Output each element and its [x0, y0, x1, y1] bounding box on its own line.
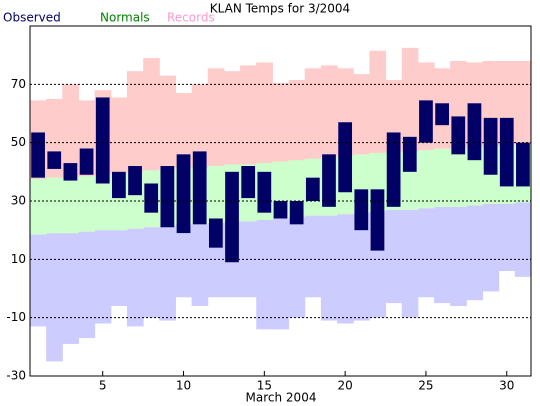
normal-band: [434, 148, 451, 207]
record-low-band: [288, 217, 306, 318]
y-tick-label: 30: [11, 194, 26, 208]
record-low-band: [417, 208, 435, 298]
record-low-band: [191, 224, 209, 306]
record-low-band: [240, 221, 257, 298]
record-low-band: [126, 228, 144, 327]
record-low-band: [320, 215, 338, 321]
record-low-band: [272, 218, 290, 330]
observed-bar: [273, 201, 288, 219]
record-low-band: [514, 202, 532, 277]
record-low-band: [159, 225, 176, 321]
record-low-band: [498, 203, 516, 271]
observed-bar: [516, 142, 530, 187]
x-tick-label: 20: [338, 379, 353, 393]
record-low-band: [434, 206, 451, 304]
y-tick-label: 10: [11, 252, 26, 266]
legend-entry: Observed: [3, 11, 61, 25]
x-tick-label: 5: [99, 379, 107, 393]
record-low-band: [450, 206, 467, 306]
normal-band: [450, 148, 467, 207]
observed-bar: [144, 183, 159, 213]
record-low-band: [353, 212, 370, 321]
observed-bar: [499, 117, 514, 187]
record-low-band: [256, 219, 273, 330]
observed-bar: [112, 171, 126, 199]
observed-bar: [370, 189, 385, 251]
y-tick-label: -30: [6, 369, 26, 383]
legend-entry: Records: [167, 11, 215, 25]
observed-bar: [160, 166, 175, 228]
x-tick-label: 10: [176, 379, 191, 393]
record-low-band: [30, 234, 47, 327]
record-low-band: [143, 227, 160, 318]
normal-band: [207, 166, 225, 223]
normal-band: [46, 177, 63, 234]
observed-bar: [257, 171, 272, 213]
record-low-band: [385, 209, 403, 304]
observed-bar: [192, 151, 207, 225]
observed-bar: [322, 154, 336, 207]
observed-bar: [467, 103, 482, 161]
normal-band: [78, 176, 96, 232]
record-low-band: [62, 233, 79, 344]
normal-band: [417, 149, 435, 209]
x-tick-label: 15: [257, 379, 272, 393]
record-low-band: [337, 214, 354, 324]
x-axis-label: March 2004: [246, 391, 317, 405]
observed-bar: [305, 177, 320, 201]
record-low-band: [466, 205, 484, 301]
record-low-band: [110, 230, 128, 306]
record-low-band: [482, 203, 500, 292]
observed-bar: [402, 136, 417, 172]
normal-band: [94, 174, 112, 231]
record-low-band: [401, 209, 419, 318]
observed-bar: [128, 166, 142, 196]
record-low-band: [46, 233, 63, 362]
observed-bar: [419, 100, 433, 143]
observed-bar: [386, 132, 401, 207]
y-tick-label: 50: [11, 135, 26, 149]
observed-bar: [483, 117, 498, 175]
record-low-band: [304, 215, 322, 298]
normal-band: [62, 177, 79, 234]
observed-bar: [241, 166, 256, 199]
observed-bar: [95, 97, 110, 184]
record-low-band: [175, 224, 193, 298]
y-tick-label: 70: [11, 77, 26, 91]
plot-frame: [29, 25, 532, 377]
observed-bar: [176, 154, 191, 234]
x-tick-label: 25: [418, 379, 433, 393]
x-tick-label: 30: [499, 379, 514, 393]
observed-bar: [435, 103, 449, 126]
observed-bar: [79, 148, 94, 175]
record-low-band: [78, 231, 96, 339]
chart-title: KLAN Temps for 3/2004: [210, 2, 350, 16]
normal-band: [466, 147, 484, 206]
observed-bar: [225, 171, 239, 263]
observed-bar: [354, 189, 369, 231]
observed-bar: [338, 122, 353, 193]
record-low-band: [94, 230, 112, 324]
normal-band: [30, 179, 47, 235]
observed-bar: [63, 163, 78, 181]
observed-bar: [451, 116, 466, 155]
y-tick-label: -10: [6, 310, 26, 324]
observed-bar: [208, 218, 223, 248]
legend-entry: Normals: [100, 11, 150, 25]
observed-bar: [47, 151, 62, 169]
observed-bar: [289, 201, 304, 225]
observed-bar: [31, 132, 45, 178]
